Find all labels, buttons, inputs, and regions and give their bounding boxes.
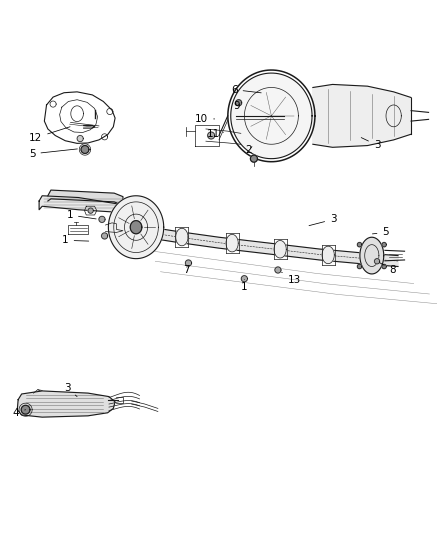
Polygon shape	[102, 233, 108, 239]
Polygon shape	[208, 132, 215, 139]
Text: 10: 10	[195, 114, 215, 124]
Text: 3: 3	[309, 214, 337, 225]
Text: 1: 1	[67, 210, 96, 220]
Polygon shape	[48, 190, 123, 205]
Text: 4: 4	[13, 408, 25, 418]
Polygon shape	[374, 259, 380, 264]
Polygon shape	[382, 243, 386, 247]
Polygon shape	[382, 264, 386, 269]
Polygon shape	[39, 196, 127, 213]
Polygon shape	[231, 73, 312, 159]
Text: 1: 1	[241, 280, 247, 293]
Text: 3: 3	[64, 383, 77, 397]
Polygon shape	[322, 246, 334, 264]
Polygon shape	[81, 146, 89, 154]
Polygon shape	[99, 216, 105, 222]
Polygon shape	[185, 260, 191, 266]
Polygon shape	[251, 155, 258, 162]
Polygon shape	[21, 405, 30, 414]
Polygon shape	[145, 227, 398, 266]
Polygon shape	[130, 221, 142, 234]
Polygon shape	[275, 267, 281, 273]
Polygon shape	[313, 84, 411, 147]
Text: 1: 1	[62, 235, 89, 245]
Text: 6: 6	[231, 85, 261, 95]
Polygon shape	[357, 264, 362, 269]
Text: 5: 5	[29, 149, 78, 159]
Polygon shape	[88, 208, 93, 213]
Polygon shape	[17, 391, 115, 417]
Text: 12: 12	[29, 127, 70, 143]
Text: 11: 11	[207, 129, 223, 139]
Polygon shape	[241, 276, 247, 282]
Text: 2: 2	[245, 145, 252, 155]
Text: 5: 5	[372, 228, 389, 237]
Text: 7: 7	[183, 265, 190, 275]
Polygon shape	[274, 240, 286, 258]
Polygon shape	[357, 243, 362, 247]
Text: 9: 9	[233, 101, 240, 111]
Polygon shape	[108, 196, 164, 259]
Text: 3: 3	[361, 138, 380, 150]
Text: 8: 8	[379, 263, 396, 275]
Polygon shape	[77, 135, 83, 142]
Polygon shape	[226, 235, 238, 252]
Text: 13: 13	[282, 272, 301, 285]
Polygon shape	[236, 100, 242, 106]
Polygon shape	[360, 237, 384, 274]
Polygon shape	[176, 228, 188, 246]
